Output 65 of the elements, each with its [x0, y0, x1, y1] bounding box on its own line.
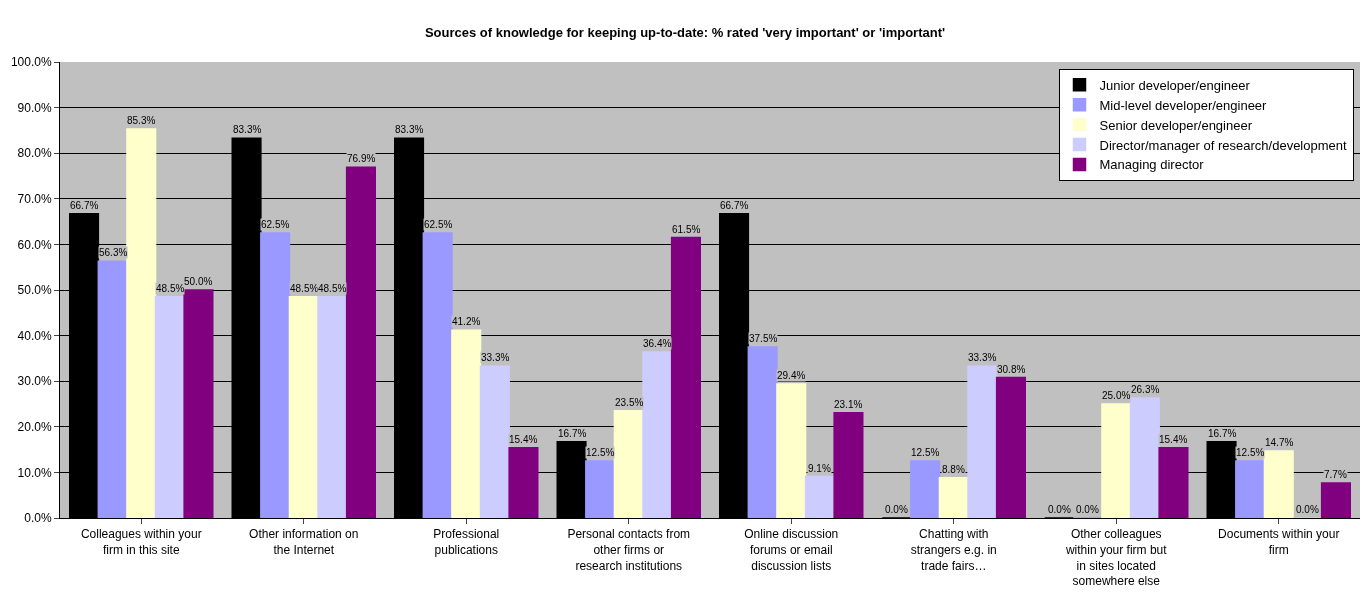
- data-label: 48.5%: [318, 283, 347, 294]
- x-tick-label: Other information on the Internet: [249, 527, 359, 557]
- data-label: 48.5%: [290, 283, 319, 294]
- data-label: 61.5%: [672, 224, 701, 235]
- y-tick-label: 10.0%: [17, 465, 52, 480]
- y-tick-label: 60.0%: [17, 237, 52, 252]
- x-tick-label: Documents within your firm: [1218, 527, 1340, 557]
- data-label: 8.8%: [942, 464, 965, 475]
- data-label: 7.7%: [1324, 469, 1347, 480]
- data-label: 66.7%: [720, 200, 749, 211]
- data-label: 16.7%: [1208, 428, 1237, 439]
- data-label: 56.3%: [99, 247, 128, 258]
- legend-label: Managing director: [1099, 157, 1205, 173]
- x-tick-label: Chatting with strangers e.g. in trade fairs…: [910, 527, 997, 573]
- y-tick-label: 80.0%: [17, 146, 52, 161]
- data-label: 26.3%: [1131, 384, 1160, 395]
- data-label: 16.7%: [558, 428, 587, 439]
- data-label: 48.5%: [156, 283, 185, 294]
- data-label: 23.5%: [615, 397, 644, 408]
- y-tick-label: 70.0%: [17, 192, 52, 206]
- data-label: 76.9%: [347, 153, 376, 164]
- legend-label: Junior developer/engineer: [1099, 77, 1251, 93]
- y-tick-label: 30.0%: [17, 374, 52, 389]
- y-tick-label: 0.0%: [24, 511, 52, 526]
- x-tick-label: Online discussion forums or email discussion lists: [744, 527, 839, 573]
- legend-label: Director/manager of research/development: [1099, 137, 1348, 153]
- data-label: 50.0%: [184, 276, 213, 287]
- data-label: 12.5%: [1236, 447, 1265, 458]
- data-label: 14.7%: [1265, 437, 1294, 448]
- x-tick-label: Colleagues within your firm in this site: [80, 527, 202, 557]
- data-label: 0.0%: [1296, 504, 1319, 515]
- y-tick-label: 100.0%: [10, 55, 52, 70]
- y-tick-label: 20.0%: [17, 420, 52, 434]
- data-label: 85.3%: [127, 115, 156, 126]
- data-label: 36.4%: [643, 338, 672, 349]
- data-label: 66.7%: [70, 200, 99, 211]
- data-label: 15.4%: [509, 434, 538, 445]
- data-label: 15.4%: [1159, 434, 1188, 445]
- data-label: 25.0%: [1102, 390, 1131, 401]
- x-tick-label: Personal contacts from other firms or research institutions: [567, 527, 691, 573]
- data-label: 33.3%: [481, 352, 510, 363]
- x-tick-label: Professional publications: [433, 527, 500, 557]
- data-label: 23.1%: [834, 399, 863, 410]
- data-label: 9.1%: [808, 463, 831, 474]
- data-label: 37.5%: [749, 333, 778, 344]
- legend-label: Senior developer/engineer: [1099, 117, 1253, 133]
- data-label: 30.8%: [997, 364, 1026, 375]
- data-label: 0.0%: [1048, 504, 1071, 515]
- data-label: 0.0%: [1076, 504, 1099, 515]
- data-label: 62.5%: [424, 219, 453, 230]
- data-label: 12.5%: [586, 447, 615, 458]
- data-label: 12.5%: [911, 447, 940, 458]
- data-label: 33.3%: [968, 352, 997, 363]
- y-tick-label: 90.0%: [17, 100, 52, 115]
- data-label: 41.2%: [452, 316, 481, 327]
- y-tick-label: 40.0%: [17, 328, 52, 343]
- data-label: 62.5%: [261, 219, 290, 230]
- data-label: 29.4%: [777, 370, 806, 381]
- data-label: 0.0%: [885, 504, 908, 515]
- x-tick-label: Other colleagues within your firm but in sites located somewhere else: [1064, 527, 1168, 589]
- chart-title: Sources of knowledge for keeping up-to-date: % rated 'very important' or 'important': [424, 24, 946, 40]
- data-label: 83.3%: [395, 124, 424, 135]
- y-tick-label: 50.0%: [17, 283, 52, 298]
- data-label: 83.3%: [233, 124, 262, 135]
- legend-label: Mid-level developer/engineer: [1099, 97, 1268, 113]
